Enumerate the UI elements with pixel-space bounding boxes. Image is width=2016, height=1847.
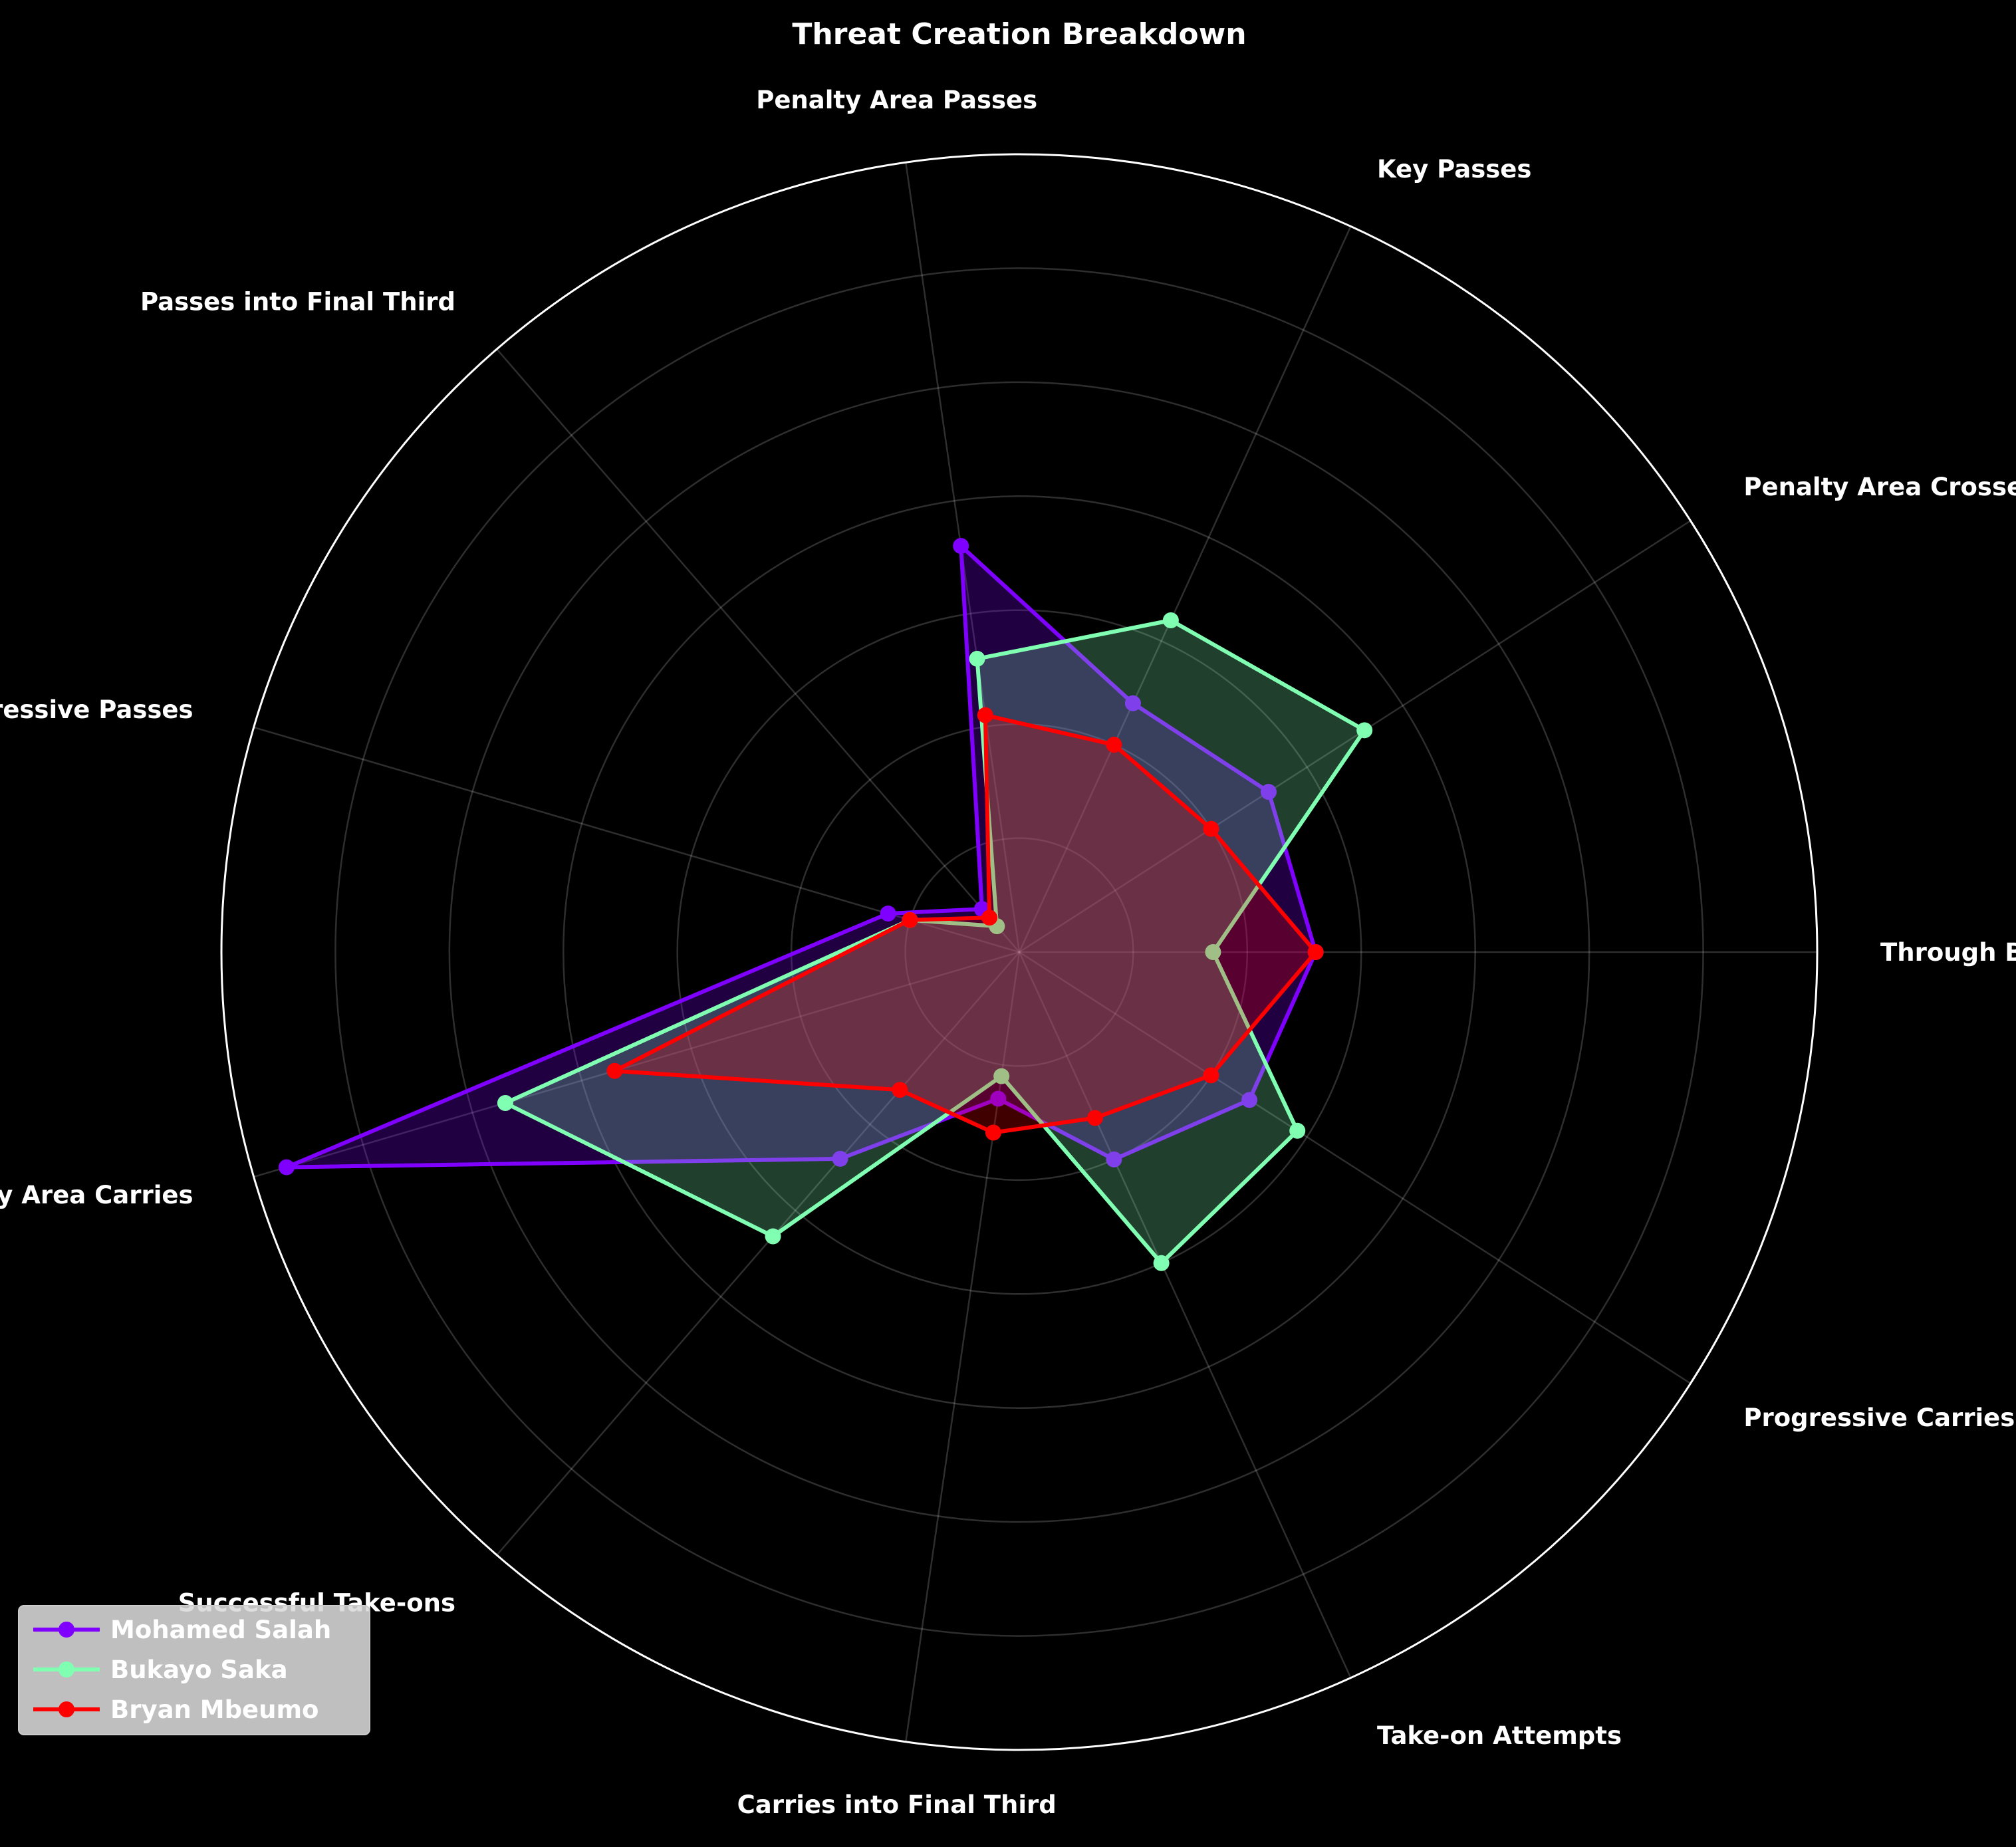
series-line-bryan-mbeumo — [612, 713, 1318, 1135]
data-point-bukayo-saka — [1205, 944, 1221, 960]
grid-spoke — [496, 348, 1020, 953]
axis-label: Take-on Attempts — [1377, 1721, 1622, 1750]
legend-label: Bryan Mbeumo — [110, 1695, 318, 1724]
axis-label: Passes into Final Third — [140, 287, 455, 316]
data-point-mohamed-salah — [953, 538, 969, 554]
axis-labels: Through Balls Penalty Area Crosses Key Pas… — [0, 86, 2016, 1819]
data-point-mohamed-salah — [990, 1090, 1007, 1107]
series-area-bukayo-saka — [505, 620, 1365, 1263]
data-point-bukayo-saka — [1153, 1255, 1170, 1271]
data-point-bukayo-saka — [765, 1228, 781, 1245]
axis-label: Penalty Area Crosses — [1743, 473, 2016, 501]
data-point-bukayo-saka — [1356, 722, 1373, 739]
data-point-mohamed-salah — [832, 1150, 848, 1167]
chart-title: Threat Creation Breakdown — [792, 17, 1246, 51]
legend-box — [18, 1605, 370, 1735]
data-point-bukayo-saka — [497, 1094, 513, 1111]
legend-label: Mohamed Salah — [110, 1616, 331, 1644]
axis-label: Progressive Passes — [0, 695, 193, 724]
grid-ring — [448, 381, 1590, 1523]
data-point-mohamed-salah — [1241, 1092, 1258, 1108]
grid-spoke — [1018, 225, 1352, 953]
data-point-bukayo-saka — [1289, 1122, 1306, 1139]
grid-spoke — [1019, 520, 1692, 953]
grid-ring — [334, 267, 1704, 1637]
legend-marker-bryan-mbeumo — [59, 1701, 74, 1717]
grid-ring — [676, 609, 1362, 1295]
legend-marker-mohamed-salah — [59, 1622, 74, 1638]
grid-spoke — [253, 951, 1020, 1178]
series-area-bryan-mbeumo — [614, 715, 1316, 1133]
data-point-bryan-mbeumo — [606, 1062, 623, 1079]
data-point-bryan-mbeumo — [977, 707, 993, 723]
data-point-bukayo-saka — [969, 650, 985, 667]
radar-grid — [220, 153, 1819, 1751]
data-point-bryan-mbeumo — [985, 1124, 1001, 1141]
outer-ring — [220, 153, 1819, 1751]
axis-label: Through Balls — [1880, 938, 2016, 967]
grid-spoke — [496, 951, 1020, 1556]
data-point-bryan-mbeumo — [1307, 944, 1324, 960]
axis-label: Penalty Area Carries — [0, 1181, 193, 1209]
data-point-mohamed-salah — [1124, 695, 1141, 711]
data-point-bryan-mbeumo — [1086, 1110, 1103, 1126]
data-point-bryan-mbeumo — [902, 912, 918, 928]
series-line-bukayo-saka — [503, 618, 1367, 1265]
data-point-bukayo-saka — [993, 1068, 1010, 1084]
grid-spoke — [1018, 951, 1352, 1679]
data-point-bryan-mbeumo — [1203, 820, 1219, 837]
data-point-bukayo-saka — [1162, 612, 1179, 629]
data-point-bryan-mbeumo — [981, 910, 998, 926]
legend: Mohamed Salah Bukayo Saka Bryan Mbeumo — [18, 1605, 370, 1735]
radar-series — [278, 538, 1373, 1271]
data-point-bryan-mbeumo — [1203, 1067, 1219, 1084]
data-point-mohamed-salah — [1106, 1151, 1122, 1168]
legend-marker-bukayo-saka — [59, 1662, 74, 1677]
data-point-mohamed-salah — [278, 1159, 295, 1175]
data-point-bryan-mbeumo — [1106, 737, 1122, 753]
series-line-mohamed-salah — [285, 544, 1318, 1170]
axis-label: Progressive Carries — [1743, 1404, 2015, 1432]
axis-label: Carries into Final Third — [737, 1790, 1057, 1819]
axis-label: Penalty Area Passes — [756, 86, 1037, 114]
data-point-mohamed-salah — [1260, 784, 1277, 800]
legend-label: Bukayo Saka — [110, 1656, 288, 1684]
series-area-mohamed-salah — [287, 546, 1316, 1168]
grid-ring — [904, 837, 1134, 1067]
data-point-bryan-mbeumo — [892, 1082, 908, 1098]
grid-spoke — [1019, 951, 1692, 1384]
grid-ring — [563, 495, 1476, 1409]
data-point-mohamed-salah — [880, 906, 896, 922]
axis-label: Key Passes — [1377, 155, 1531, 184]
